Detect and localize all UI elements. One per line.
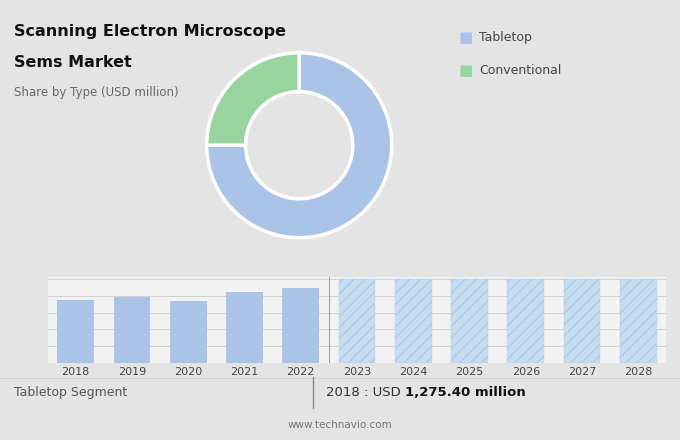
Wedge shape — [207, 53, 299, 145]
Bar — [226, 292, 262, 363]
Text: Scanning Electron Microscope: Scanning Electron Microscope — [14, 24, 286, 39]
Bar — [452, 279, 488, 363]
Text: Tabletop Segment: Tabletop Segment — [14, 385, 127, 399]
Bar — [57, 300, 94, 363]
Bar — [395, 279, 432, 363]
Bar — [620, 279, 657, 363]
Text: Conventional: Conventional — [479, 64, 562, 77]
Wedge shape — [207, 53, 392, 238]
Text: ■: ■ — [459, 63, 473, 78]
Bar — [339, 279, 375, 363]
Text: ■: ■ — [459, 30, 473, 45]
Bar — [170, 301, 207, 363]
Text: 1,275.40 million: 1,275.40 million — [405, 385, 526, 399]
Text: Sems Market: Sems Market — [14, 55, 131, 70]
Bar — [282, 288, 319, 363]
Text: Share by Type (USD million): Share by Type (USD million) — [14, 86, 178, 99]
Bar — [114, 297, 150, 363]
Text: www.technavio.com: www.technavio.com — [288, 419, 392, 429]
Text: Tabletop: Tabletop — [479, 31, 532, 44]
Bar — [507, 279, 544, 363]
Bar — [564, 279, 600, 363]
Text: 2018 : USD: 2018 : USD — [326, 385, 405, 399]
